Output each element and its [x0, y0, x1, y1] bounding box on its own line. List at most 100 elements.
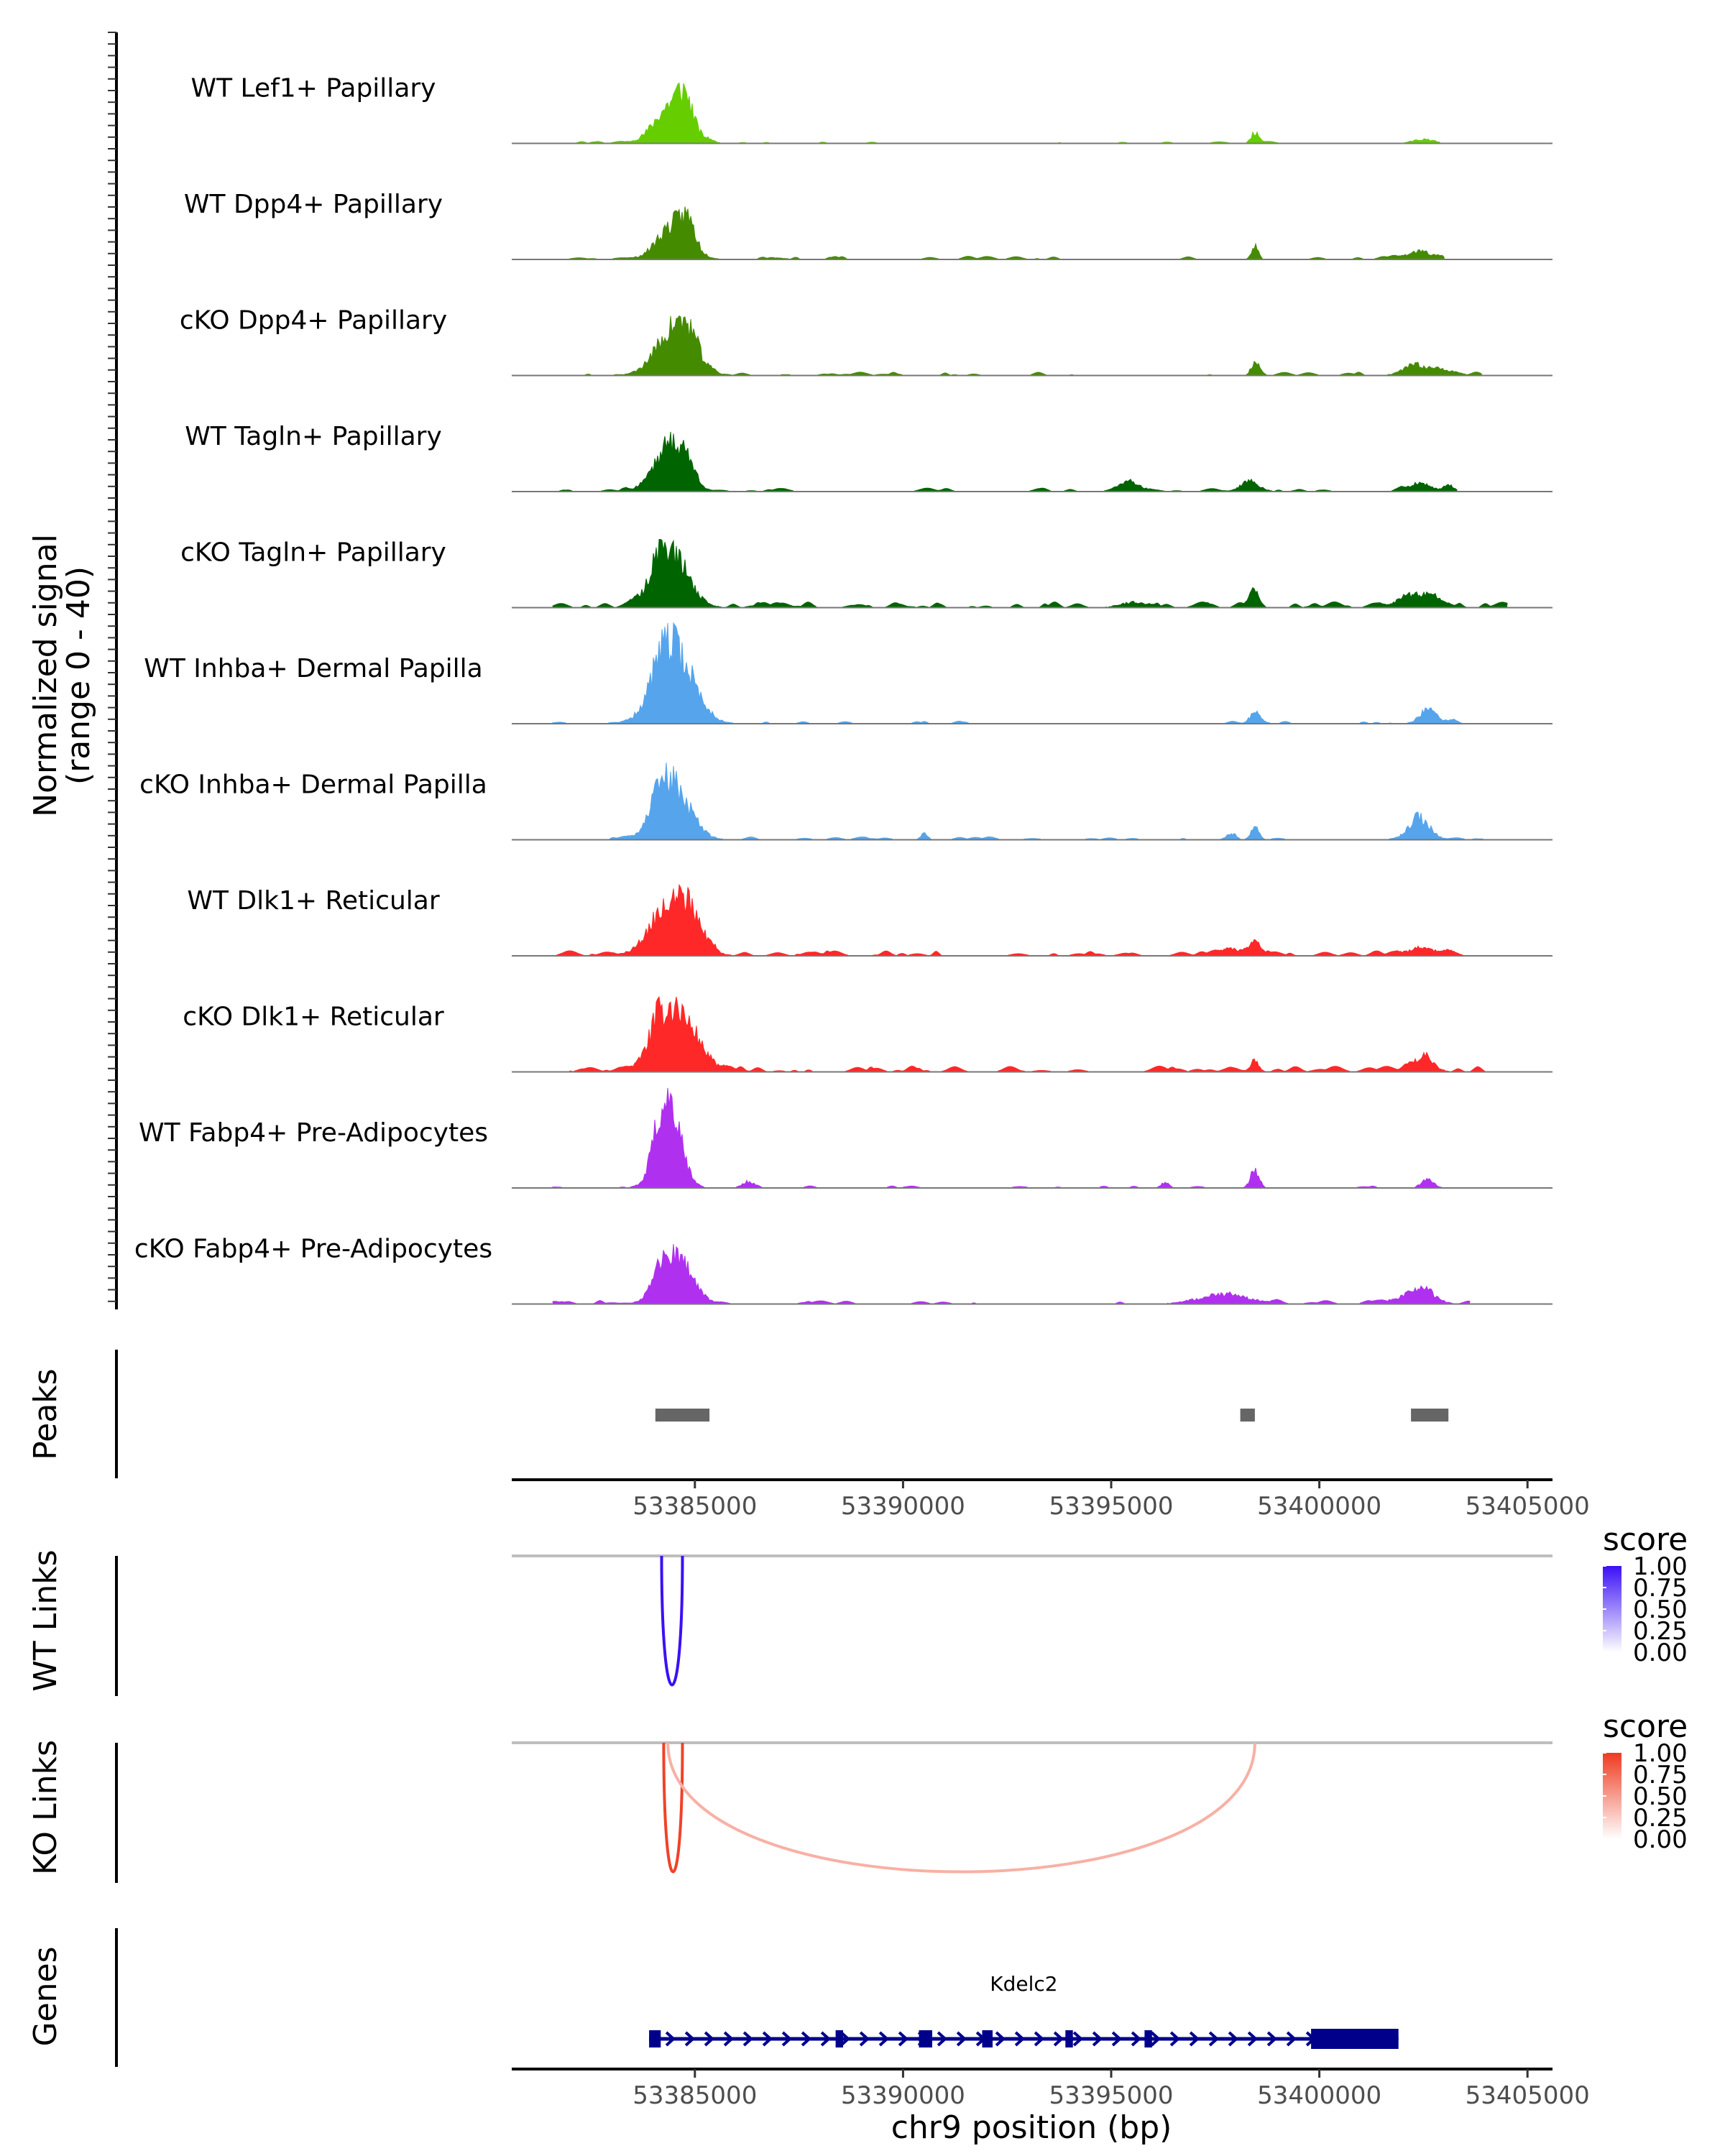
legend-tick-label: 0.50 [1633, 1595, 1688, 1624]
strand-arrow [1034, 2031, 1045, 2047]
y-axis-title-line1: Normalized signal [27, 534, 64, 817]
peak-region [1240, 1409, 1255, 1422]
strand-arrow [1208, 2031, 1220, 2047]
track-label: cKO Dpp4+ Papillary [180, 306, 447, 336]
coverage-track: WT Fabp4+ Pre-Adipocytes [139, 1087, 1552, 1189]
strand-arrow [1266, 2031, 1278, 2047]
coverage-track: cKO Dpp4+ Papillary [180, 306, 1552, 377]
x-tick-label: 53395000 [1049, 2081, 1173, 2110]
links-label-group: KO Links [27, 1740, 64, 1875]
x-tick-label: 53400000 [1257, 2081, 1381, 2110]
legend-tick-label: 1.00 [1633, 1552, 1688, 1581]
legend-tick-label: 0.75 [1633, 1761, 1688, 1789]
track-label: cKO Tagln+ Papillary [180, 538, 446, 568]
strand-arrow [1014, 2031, 1026, 2047]
legend-title: score [1603, 1708, 1688, 1745]
x-tick-label: 53390000 [841, 1492, 965, 1521]
strand-arrow [878, 2031, 890, 2047]
strand-arrow [1111, 2031, 1123, 2047]
legend-tick-label: 1.00 [1633, 1739, 1688, 1768]
legend-title: score [1603, 1521, 1688, 1558]
gene-exon [835, 2030, 843, 2047]
gene-exon [1065, 2030, 1073, 2047]
coverage-track: cKO Dlk1+ Reticular [183, 995, 1552, 1073]
x-tick-label: 53405000 [1466, 1492, 1590, 1521]
x-tick-label: 53405000 [1466, 2081, 1590, 2110]
legend-tick-label: 0.25 [1633, 1617, 1688, 1646]
gene-exon [919, 2030, 932, 2047]
genes-label: Genes [27, 1946, 64, 2046]
coverage-area [553, 206, 1445, 260]
legend-tick-label: 0.25 [1633, 1804, 1688, 1833]
links-label: KO Links [27, 1740, 64, 1875]
track-label: WT Inhba+ Dermal Papilla [144, 654, 482, 683]
coverage-area [552, 538, 1508, 609]
strand-arrow [1228, 2031, 1239, 2047]
x-tick-label: 53385000 [632, 1492, 757, 1521]
strand-arrow [1189, 2031, 1200, 2047]
strand-arrow [762, 2031, 773, 2047]
coverage-area [552, 622, 1507, 724]
peak-region [1411, 1409, 1449, 1422]
track-label: cKO Inhba+ Dermal Papilla [139, 770, 487, 800]
track-label: cKO Fabp4+ Pre-Adipocytes [134, 1235, 492, 1264]
coverage-area [553, 995, 1486, 1073]
track-label: WT Dlk1+ Reticular [187, 886, 439, 916]
track-label: WT Fabp4+ Pre-Adipocytes [139, 1118, 488, 1148]
strand-arrow [684, 2031, 696, 2047]
coverage-track: cKO Tagln+ Papillary [180, 538, 1552, 609]
strand-arrow [1053, 2031, 1064, 2047]
legend-tick-label: 0.50 [1633, 1782, 1688, 1811]
coverage-track: WT Dpp4+ Papillary [184, 190, 1552, 260]
coverage-area [552, 1087, 1486, 1189]
y-axis-title-line2: (range 0 - 40) [60, 566, 97, 785]
strand-arrow [898, 2031, 909, 2047]
track-label: WT Dpp4+ Papillary [184, 190, 443, 219]
coverage-track: cKO Inhba+ Dermal Papilla [139, 763, 1552, 841]
link-arc [666, 1742, 1256, 1874]
x-tick-label: 53385000 [632, 2081, 757, 2110]
strand-arrow [742, 2031, 754, 2047]
coverage-area [553, 431, 1458, 492]
peaks-panel: Peaks [27, 1350, 1449, 1478]
coverage-area [553, 883, 1507, 957]
strand-arrow [859, 2031, 870, 2047]
strand-arrow [1072, 2031, 1084, 2047]
coverage-area [553, 82, 1441, 144]
track-label: cKO Dlk1+ Reticular [183, 1003, 444, 1032]
link-arc [660, 1555, 684, 1687]
coverage-track: cKO Fabp4+ Pre-Adipocytes [134, 1235, 1552, 1305]
strand-arrow [1169, 2031, 1181, 2047]
peaks-label: Peaks [27, 1368, 64, 1460]
strand-arrow [1131, 2031, 1142, 2047]
genes-x-axis: 53385000 53390000 53395000 53400000 53405000 [512, 2068, 1590, 2110]
gene-exon [982, 2030, 993, 2047]
strand-arrow [937, 2031, 948, 2047]
strand-arrow [995, 2031, 1006, 2047]
strand-arrow [781, 2031, 793, 2047]
links-label-group: WT Links [27, 1549, 64, 1691]
x-axis-title: chr9 position (bp) [891, 2109, 1172, 2146]
genes-panel: Genes Kdelc2 [27, 1928, 1399, 2067]
genes-label-group: Genes [27, 1946, 64, 2046]
gene-exon [1311, 2029, 1399, 2049]
gene-exon [1144, 2030, 1152, 2047]
x-tick-label: 53390000 [841, 2081, 965, 2110]
track-label: WT Tagln+ Papillary [185, 422, 442, 451]
legend-tick-label: 0.75 [1633, 1574, 1688, 1603]
coverage-area [552, 1244, 1471, 1305]
peaks-label-group: Peaks [27, 1368, 64, 1460]
strand-arrow [665, 2031, 676, 2047]
peaks-x-axis: 53385000 53390000 53395000 53400000 53405000 [512, 1478, 1590, 1521]
legend-tick-label: 0.00 [1633, 1825, 1688, 1854]
coverage-track: WT Dlk1+ Reticular [187, 883, 1552, 957]
y-axis-title: Normalized signal(range 0 - 40) [27, 534, 97, 817]
strand-arrow [723, 2031, 735, 2047]
strand-arrow [1286, 2031, 1297, 2047]
strand-arrow [1150, 2031, 1162, 2047]
gene-name: Kdelc2 [990, 1972, 1057, 1996]
